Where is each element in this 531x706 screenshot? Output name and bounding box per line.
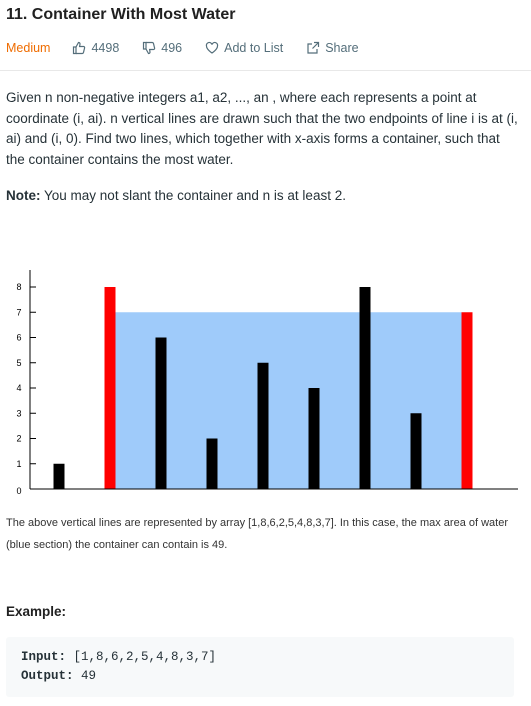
input-label: Input: [21,650,67,664]
thumbs-up-icon [73,41,86,55]
y-tick-label: 3 [16,408,21,418]
bar [257,362,269,489]
y-tick-label: 7 [16,307,21,317]
share-label: Share [325,41,359,55]
note-label: Note: [6,188,41,203]
add-to-list-button[interactable]: Add to List [205,41,283,55]
example-output-row: Output: 49 [21,669,96,683]
output-value: 49 [81,669,97,683]
example-title: Example: [6,604,67,619]
water-area [115,312,462,489]
problem-description: Given n non-negative integers a1, a2, ..… [6,90,518,167]
example-input-row: Input: [1,8,6,2,5,4,8,3,7] [21,650,216,664]
divider [0,70,531,71]
bar [308,388,320,489]
y-tick-label: 0 [16,486,21,496]
y-tick-label: 4 [16,383,21,393]
problem-meta-bar: Medium 4498 496 Add to List Share [6,40,382,56]
difficulty-label: Medium [6,41,51,55]
bar [410,413,422,489]
bar [206,438,218,489]
share-button[interactable]: Share [306,41,359,55]
note-text: You may not slant the container and n is… [44,188,346,203]
problem-note: Note: You may not slant the container an… [6,186,521,206]
y-tick-label: 6 [16,333,21,343]
problem-title: 11. Container With Most Water [6,6,236,23]
output-label: Output: [21,669,74,683]
example-code-block: Input: [1,8,6,2,5,4,8,3,7] Output: 49 [6,637,514,697]
bar [359,287,371,489]
dislike-button[interactable]: 496 [142,41,182,55]
bar [155,337,167,489]
highlight-bar [461,312,473,489]
y-tick-label: 8 [16,282,21,292]
dislike-count: 496 [161,41,183,55]
chart-caption: The above vertical lines are represented… [6,517,508,551]
share-icon [307,41,320,54]
input-value: [1,8,6,2,5,4,8,3,7] [73,650,217,664]
add-to-list-label: Add to List [224,41,284,55]
bar [53,463,65,489]
like-count: 4498 [91,41,120,55]
y-tick-label: 5 [16,358,21,368]
y-tick-label: 2 [16,434,21,444]
container-chart: 0 1 2 3 4 5 6 7 8 [16,270,518,496]
like-button[interactable]: 4498 [72,41,119,55]
heart-icon [206,41,219,54]
thumbs-down-icon [143,41,156,55]
highlight-bar [104,287,116,489]
y-tick-label: 1 [16,459,21,469]
